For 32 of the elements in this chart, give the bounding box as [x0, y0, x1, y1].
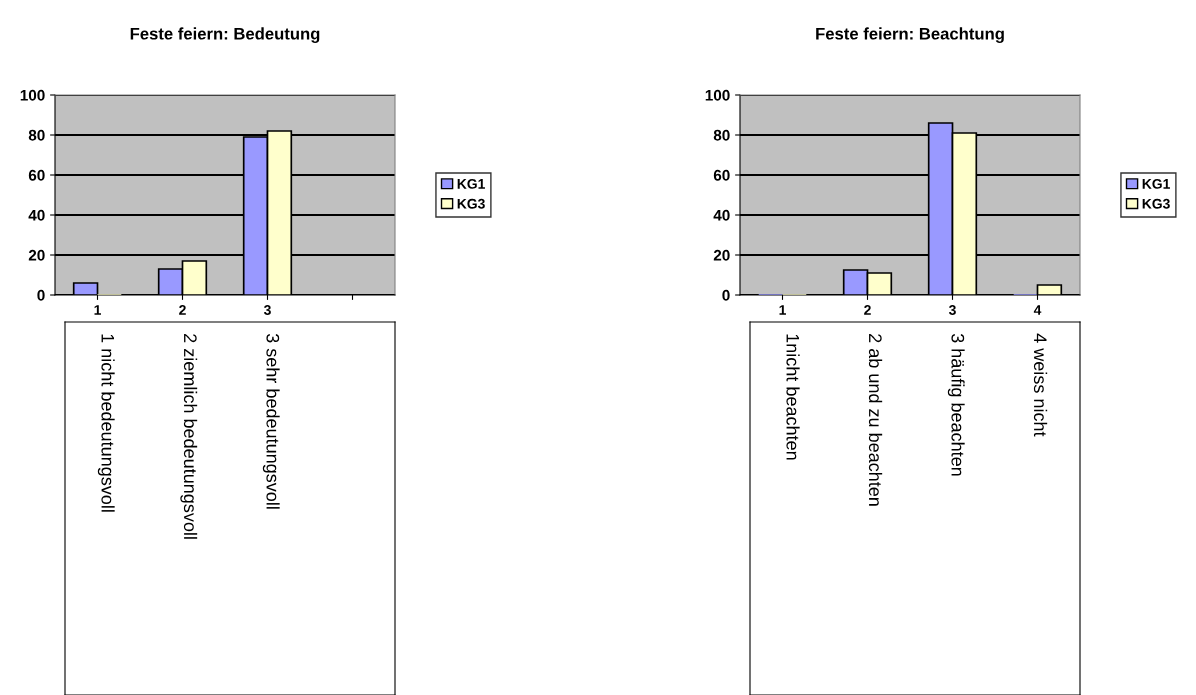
x-tick-label: 3: [948, 305, 956, 315]
y-tick-label: 0: [722, 289, 730, 301]
x-tick-label: 3: [263, 305, 271, 315]
x-tick-label: 4: [1033, 305, 1042, 315]
y-tick-label: 40: [713, 209, 730, 221]
x-tick-label: 2: [179, 305, 186, 315]
text: 3 sehr bedeutungsvoll: [262, 333, 280, 509]
chart-title: Feste feiern: Beachtung: [816, 27, 1004, 43]
y-tick-label: 80: [713, 129, 730, 141]
y-tick-label: 20: [28, 249, 45, 261]
text: 4 weiss nicht: [1033, 333, 1048, 437]
text: 2 ziemlich bedeutungsvoll: [180, 334, 198, 539]
x-tick-label: 1: [94, 305, 101, 315]
y-tick-label: 80: [28, 129, 45, 141]
y-tick-label: 20: [713, 249, 730, 261]
y-tick-label: 60: [713, 169, 730, 181]
x-tick-label: 1: [779, 305, 786, 315]
x-tick-label: 2: [864, 305, 871, 315]
legend-label: KG1: [1142, 178, 1170, 189]
legend-label: KG3: [1142, 198, 1170, 209]
legend-label: KG1: [457, 178, 485, 189]
y-tick-label: 100: [20, 89, 45, 101]
y-tick-label: 100: [705, 89, 730, 101]
y-tick-label: 60: [28, 169, 45, 181]
y-tick-label: 0: [37, 289, 45, 301]
text: 1 nicht bedeutungsvoll: [97, 334, 115, 512]
chart-title: Feste feiern: Bedeutung: [130, 27, 320, 43]
text: 3 häufig beachten: [947, 333, 965, 476]
text: 1nicht beachten: [786, 334, 800, 460]
y-tick-label: 40: [28, 209, 45, 221]
text: 2 ab und zu beachten: [868, 334, 883, 506]
legend-label: KG3: [457, 198, 485, 209]
